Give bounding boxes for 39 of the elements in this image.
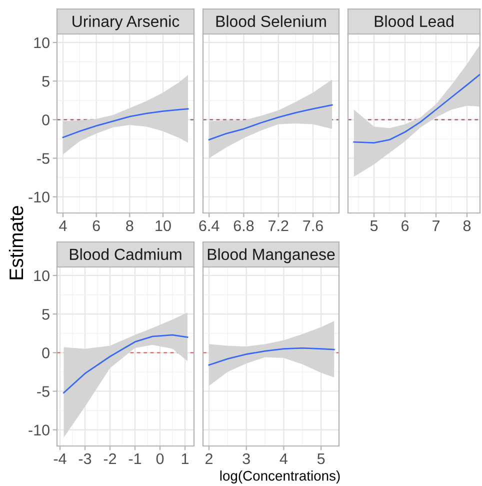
x-axis-title: log(Concentrations)	[220, 470, 340, 484]
x-tick-label: 8	[463, 220, 471, 232]
y-tick-label: -5	[37, 386, 50, 397]
y-tick-label: 0	[42, 348, 50, 358]
x-tick-label: 3	[242, 453, 250, 464]
x-tick-label: 2	[206, 453, 212, 464]
x-tick-label: 7.6	[303, 220, 323, 232]
x-tick-label: 6.4	[199, 220, 220, 232]
x-tick-label: 6.8	[234, 220, 254, 232]
x-tick-label: 0	[156, 453, 164, 464]
chart-title: Urinary Arsenic	[72, 15, 180, 30]
x-tick-label: 7.2	[268, 220, 288, 232]
x-tick-label: 5	[317, 454, 325, 464]
x-tick-label: 8	[126, 220, 134, 232]
x-tick-label: -2	[104, 453, 116, 464]
x-tick-label: -3	[78, 453, 92, 464]
chart-title: Blood Cadmium	[70, 248, 182, 260]
chart-title: Blood Lead	[374, 15, 454, 28]
y-axis-title: Estimate	[8, 206, 24, 280]
x-tick-label: 10	[156, 220, 171, 232]
y-tick-label: -10	[28, 192, 50, 202]
chart-title: Blood Selenium	[216, 15, 326, 28]
x-tick-label: 6	[402, 220, 409, 232]
y-tick-label: 0	[42, 114, 50, 126]
x-tick-label: 1	[182, 454, 189, 464]
x-tick-label: 4	[59, 220, 67, 232]
y-tick-label: 5	[42, 76, 50, 87]
y-tick-label: -10	[28, 424, 50, 436]
x-tick-label: 7	[432, 220, 440, 232]
x-tick-label: 6	[92, 220, 100, 232]
y-tick-label: 10	[34, 37, 50, 48]
x-tick-label: 4	[280, 454, 288, 464]
x-tick-label: -4	[54, 454, 66, 464]
x-tick-label: -1	[128, 454, 142, 464]
y-tick-label: 10	[34, 270, 50, 282]
chart-title: Blood Manganese	[208, 248, 335, 264]
x-tick-label: 5	[370, 220, 378, 232]
y-tick-label: 5	[42, 309, 50, 320]
y-tick-label: -5	[37, 153, 50, 164]
